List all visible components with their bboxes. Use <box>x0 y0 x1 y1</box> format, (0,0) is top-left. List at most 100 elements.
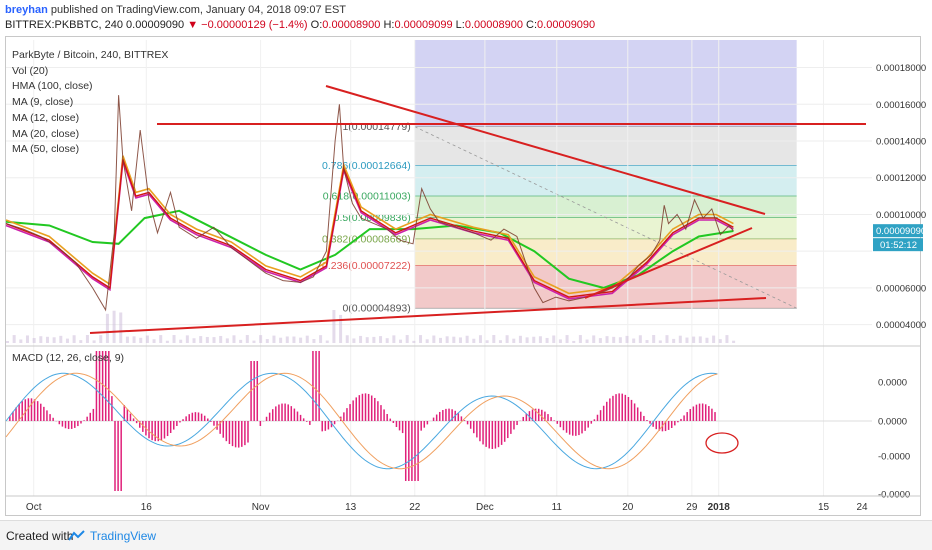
time-tick-label: 2018 <box>708 502 731 513</box>
macd-histogram-bar <box>33 399 36 421</box>
macd-histogram-bar <box>612 395 614 421</box>
macd-histogram-bar <box>537 408 540 421</box>
macd-histogram-bar <box>649 421 651 424</box>
legend-ma12: MA (12, close) <box>12 111 80 124</box>
volume-bar <box>625 335 629 343</box>
volume-bar <box>6 341 9 343</box>
macd-histogram-bar <box>494 421 497 449</box>
macd-histogram-bar <box>173 421 175 430</box>
volume-bar <box>498 340 502 343</box>
volume-bar <box>412 340 416 343</box>
fib-level-label: 0.786(0.00012664) <box>322 160 411 172</box>
time-tick-label: 16 <box>141 502 153 513</box>
macd-histogram-bar <box>426 421 429 425</box>
macd-histogram-bar <box>142 421 144 432</box>
fib-zone <box>414 217 797 239</box>
macd-histogram-bar <box>207 418 209 421</box>
macd-histogram-bar <box>70 421 73 429</box>
macd-histogram-bar <box>225 421 228 442</box>
macd-histogram-bar <box>404 421 407 481</box>
volume-bar <box>505 335 509 343</box>
macd-histogram-bar <box>392 421 395 423</box>
macd-histogram-bar <box>658 421 661 431</box>
macd-histogram-bar <box>448 408 450 421</box>
macd-histogram-bar <box>9 416 11 421</box>
volume-bar <box>525 337 529 343</box>
highlight-circle <box>705 432 739 454</box>
legend-vol: Vol (20) <box>12 64 49 77</box>
macd-histogram-bar <box>40 403 42 421</box>
macd-histogram-bar <box>104 351 107 421</box>
symbol-label: BITTREX:PKBBTC, 240 <box>5 19 123 31</box>
volume-bar <box>199 336 203 343</box>
high-label: H: <box>383 19 395 31</box>
macd-histogram-bar <box>513 421 515 430</box>
macd-histogram-bar <box>476 421 478 438</box>
macd-histogram-bar <box>46 410 48 421</box>
macd-histogram-bar <box>704 404 707 421</box>
volume-bar <box>279 337 283 343</box>
publish-info: breyhan published on TradingView.com, Ja… <box>5 4 346 16</box>
ascending-support-line <box>89 297 767 334</box>
macd-histogram-bar <box>606 401 608 421</box>
macd-histogram-bar <box>698 403 701 421</box>
fib-zone-top <box>414 40 797 127</box>
macd-tick-label: 0.0000 <box>878 378 907 389</box>
price-tick-label: 0.00016000 <box>876 100 926 111</box>
macd-histogram-bar <box>83 420 85 421</box>
volume-bar <box>385 338 389 343</box>
macd-histogram-bar <box>640 411 642 421</box>
macd-histogram-bar <box>176 421 178 427</box>
macd-histogram-bar <box>609 398 611 421</box>
price-chart[interactable]: 0(0.00004893) 0.236(0.00007222) 0.382(0.00… <box>0 0 932 520</box>
time-tick-label: 11 <box>552 502 563 513</box>
volume-bar <box>125 336 129 343</box>
volume-bar <box>572 340 576 343</box>
macd-histogram-bar <box>510 421 512 434</box>
macd-histogram-bar <box>30 398 33 421</box>
trendlines[interactable] <box>89 85 866 334</box>
macd-histogram-bar <box>132 418 135 421</box>
macd-histogram-bar <box>101 351 104 421</box>
volume-bar <box>472 338 476 343</box>
macd-histogram-bar <box>445 408 447 421</box>
volume-bar <box>152 339 156 343</box>
macd-histogram-bar <box>575 421 577 436</box>
author-link[interactable]: breyhan <box>5 4 48 16</box>
macd-histogram-bar <box>213 421 215 426</box>
macd-histogram-bar <box>244 421 246 446</box>
volume-bar <box>112 310 116 343</box>
macd-histogram-bar <box>599 410 602 421</box>
macd-histogram-bar <box>711 408 713 421</box>
macd-histogram-bar <box>290 406 293 421</box>
macd-histogram-bar <box>253 361 255 421</box>
open-value: 0.00008900 <box>322 19 381 31</box>
macd-histogram-bar <box>689 409 692 421</box>
macd-histogram-bar <box>432 417 435 421</box>
macd-histogram-bar <box>466 421 469 425</box>
macd-histogram-bar <box>646 420 648 421</box>
macd-histogram-bar <box>111 396 113 421</box>
macd-histogram-bar <box>482 421 484 445</box>
volume-bar <box>592 335 596 343</box>
macd-histogram-bar <box>67 421 70 430</box>
time-tick-label: 22 <box>409 502 421 513</box>
macd-histogram-bar <box>182 419 184 421</box>
volume-bar <box>405 335 409 343</box>
volume-bar <box>425 339 429 343</box>
volume-bar <box>512 338 516 343</box>
macd-histogram-bar <box>108 351 110 421</box>
fib-zone <box>414 238 797 266</box>
tradingview-brand[interactable]: TradingView <box>90 529 157 543</box>
macd-histogram-bar <box>677 421 679 423</box>
fibonacci-retracement[interactable]: 0(0.00004893) 0.236(0.00007222) 0.382(0.00… <box>322 40 797 315</box>
macd-histogram-bar <box>488 421 490 449</box>
macd-histogram-bar <box>114 421 116 491</box>
macd-histogram-bar <box>358 395 361 421</box>
volume-bar <box>225 338 229 343</box>
volume-bar <box>292 336 296 343</box>
volume-bar <box>365 337 369 343</box>
price-series <box>5 95 736 343</box>
price-tick-label: 0.00018000 <box>876 63 926 74</box>
macd-histogram-bar <box>234 421 237 448</box>
